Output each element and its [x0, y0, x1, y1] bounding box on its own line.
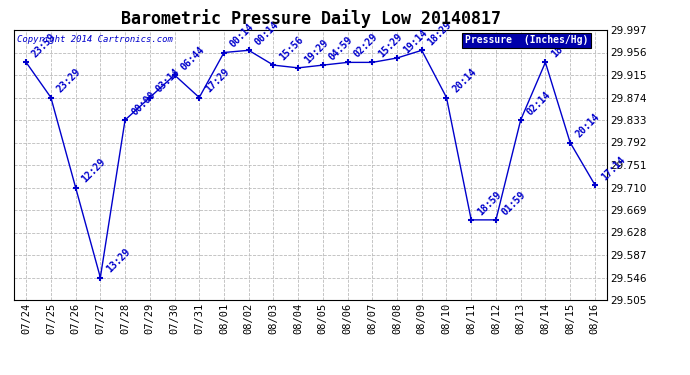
Text: 19:29: 19:29 — [302, 37, 330, 65]
Text: 13:29: 13:29 — [104, 247, 132, 275]
Text: 19:14: 19:14 — [401, 27, 429, 55]
Text: 15:29: 15:29 — [377, 32, 404, 60]
Text: 06:44: 06:44 — [179, 44, 206, 72]
Text: 04:59: 04:59 — [327, 34, 355, 62]
Title: Barometric Pressure Daily Low 20140817: Barometric Pressure Daily Low 20140817 — [121, 9, 500, 28]
Text: 18:29: 18:29 — [426, 20, 454, 48]
Text: 12:29: 12:29 — [80, 157, 108, 185]
Text: 00:00: 00:00 — [129, 89, 157, 117]
Text: 20:14: 20:14 — [451, 67, 478, 95]
Text: Pressure  (Inches/Hg): Pressure (Inches/Hg) — [465, 35, 588, 45]
Text: 17:14: 17:14 — [599, 154, 627, 182]
Text: 18:59: 18:59 — [475, 189, 503, 217]
Text: 23:29: 23:29 — [55, 67, 83, 95]
Text: 15:56: 15:56 — [277, 34, 306, 62]
Text: Copyright 2014 Cartronics.com: Copyright 2014 Cartronics.com — [17, 35, 172, 44]
Text: 01:59: 01:59 — [500, 189, 528, 217]
Text: 18:14: 18:14 — [549, 32, 578, 60]
Text: 00:14: 00:14 — [228, 22, 256, 50]
Text: 00:14: 00:14 — [253, 20, 281, 48]
Text: 02:14: 02:14 — [525, 89, 553, 117]
Text: 23:59: 23:59 — [30, 32, 58, 60]
Text: 20:14: 20:14 — [574, 112, 602, 140]
Text: 02:29: 02:29 — [352, 32, 380, 60]
Text: 17:29: 17:29 — [204, 67, 231, 95]
Text: 03:14: 03:14 — [154, 67, 181, 95]
